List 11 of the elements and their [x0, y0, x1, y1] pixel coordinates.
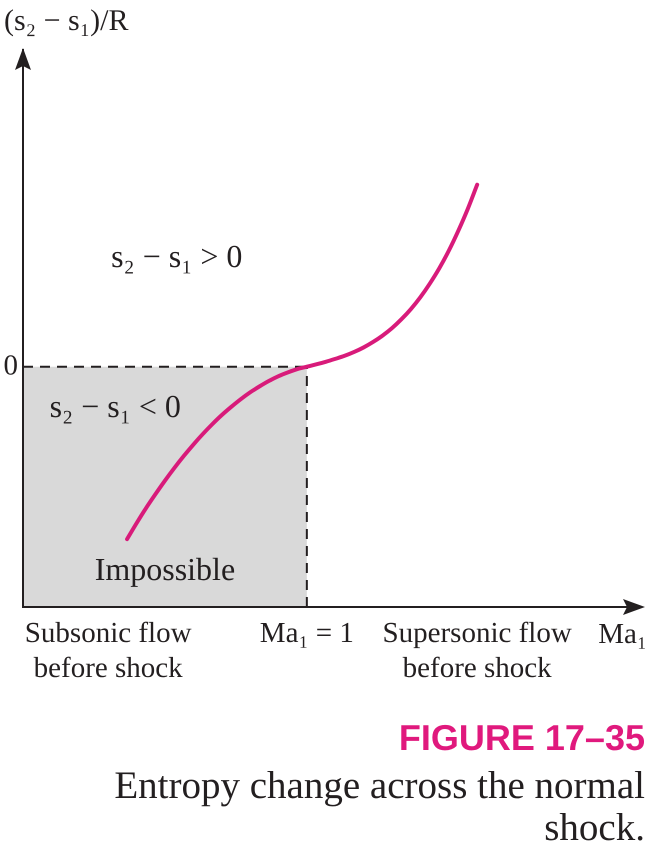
band-label: Impossible [94, 550, 236, 587]
x-tick-label: Ma₁ = 1 [260, 617, 354, 650]
x-tick-label: Supersonic flow before shock [382, 617, 572, 684]
ref-line-label: 0 [4, 349, 18, 382]
annotation: s₂ − s₁ < 0 [50, 388, 181, 424]
text: FIGURE 17–35 [398, 717, 645, 758]
annotation: s₂ − s₁ > 0 [111, 238, 242, 274]
y-axis-title: (s₂ − s₁)/R [4, 4, 129, 37]
x-axis-title: Ma₁ [598, 618, 647, 650]
x-tick-label: Subsonic flow before shock [24, 617, 192, 684]
text: Entropy change across the normal shock. [113, 764, 645, 849]
